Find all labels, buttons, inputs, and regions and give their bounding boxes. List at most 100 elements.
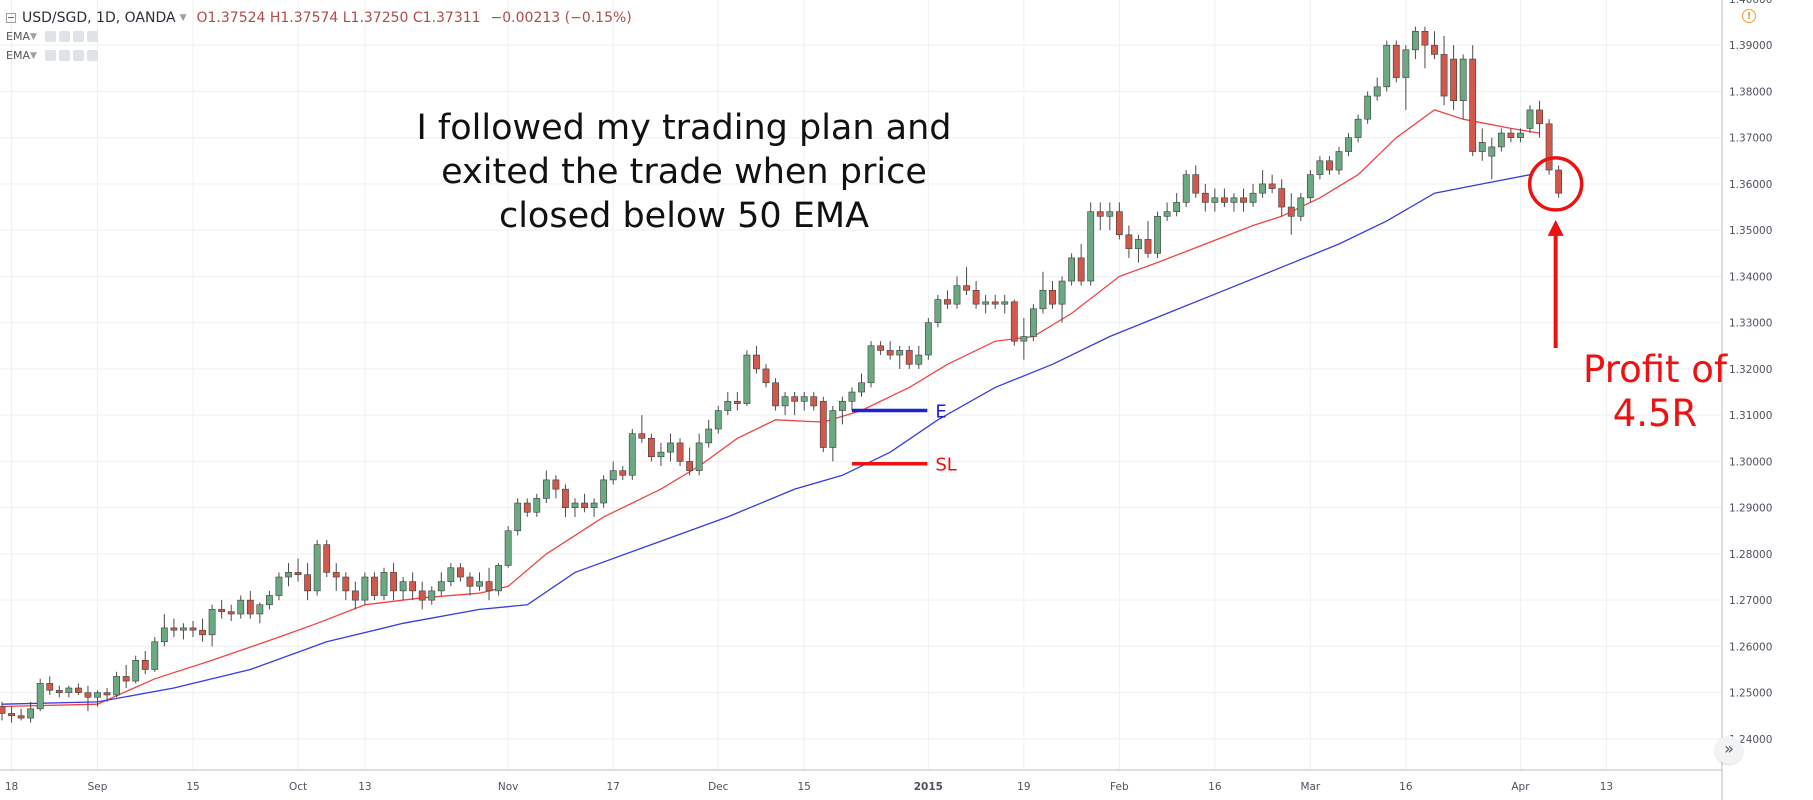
candle — [27, 701, 35, 723]
candle — [695, 433, 703, 476]
candle-body — [762, 368, 770, 384]
candle-body — [1517, 132, 1524, 138]
candle — [963, 267, 970, 295]
candle-body — [180, 627, 187, 631]
chevron-down-icon[interactable]: ▼ — [29, 50, 37, 61]
y-tick-label: 1.25000 — [1729, 688, 1772, 700]
candle — [1287, 193, 1295, 235]
candle — [1392, 40, 1400, 83]
candle-body — [581, 502, 588, 508]
candle — [1440, 35, 1448, 106]
close-icon[interactable] — [86, 31, 98, 42]
candle-body — [1020, 336, 1028, 342]
candle — [84, 685, 92, 712]
x-tick-label: Nov — [498, 781, 519, 793]
scroll-to-realtime-button[interactable]: » — [1715, 736, 1743, 764]
chevron-down-icon[interactable]: ▼ — [29, 31, 37, 42]
candle-body — [858, 382, 865, 393]
candle — [1545, 119, 1553, 175]
symbol-label[interactable]: USD/SGD, 1D, OANDA — [22, 9, 176, 26]
candle-body — [533, 498, 541, 513]
candle-body — [1173, 202, 1181, 212]
candle-body — [332, 572, 340, 578]
candle — [647, 433, 655, 462]
candle-body — [1163, 211, 1171, 217]
candle — [1230, 193, 1238, 212]
candle — [1211, 188, 1219, 212]
candle-body — [743, 354, 751, 404]
indicator-label[interactable]: EMA — [6, 30, 30, 43]
candle — [800, 392, 808, 411]
candle-body — [1058, 280, 1066, 305]
candle — [122, 664, 130, 689]
x-tick-label: Sep — [88, 781, 108, 793]
candle-body — [1392, 44, 1400, 78]
candle — [753, 345, 760, 374]
candle — [36, 678, 44, 712]
candle — [1297, 193, 1305, 221]
ohlc-values: O1.37524 H1.37574 L1.37250 C1.37311 — [196, 9, 481, 26]
x-tick-label: 13 — [1600, 781, 1613, 793]
candle — [619, 466, 627, 480]
candle — [1115, 202, 1123, 240]
candle — [1488, 137, 1496, 180]
candle — [199, 618, 206, 642]
candle-body — [1106, 211, 1114, 217]
plus-icon[interactable] — [72, 50, 84, 61]
gear-icon[interactable] — [58, 31, 70, 42]
candle — [581, 493, 588, 513]
candle-body — [1259, 183, 1266, 194]
trade-levels: E SL — [851, 402, 957, 476]
candle-body — [17, 715, 25, 719]
gear-icon[interactable] — [58, 50, 70, 61]
collapse-icon[interactable] — [6, 12, 16, 23]
candle-body — [953, 285, 961, 305]
candle — [724, 392, 732, 416]
chevron-down-icon[interactable]: ▼ — [179, 12, 187, 23]
candle — [323, 540, 331, 578]
candle-body — [724, 400, 732, 411]
eye-icon[interactable] — [44, 50, 56, 61]
indicator-row-1[interactable]: EMA ▼ — [6, 27, 632, 46]
candle-body — [1211, 197, 1219, 203]
candle-body — [1345, 137, 1352, 152]
x-tick-label: Apr — [1511, 781, 1530, 793]
candle-body — [1497, 132, 1505, 148]
close-icon[interactable] — [86, 50, 98, 61]
candle-body — [8, 713, 15, 717]
candle-body — [351, 590, 359, 601]
candle-body — [237, 599, 245, 615]
indicator-row-2[interactable]: EMA ▼ — [6, 46, 632, 65]
candle-body — [972, 289, 980, 305]
candle — [686, 447, 693, 476]
eye-icon[interactable] — [44, 31, 56, 42]
candle-body — [285, 572, 292, 578]
candle — [180, 623, 187, 640]
candle — [1030, 304, 1037, 342]
candle-body — [1354, 118, 1362, 138]
alert-icon[interactable]: ! — [1742, 9, 1756, 23]
candle — [523, 498, 531, 517]
plus-icon[interactable] — [72, 31, 84, 42]
candle-body — [848, 391, 856, 402]
candle — [944, 290, 951, 309]
indicator-label[interactable]: EMA — [6, 49, 30, 62]
candle-body — [667, 442, 674, 453]
candle — [313, 540, 321, 596]
candle — [342, 572, 350, 601]
candle-body — [371, 576, 378, 596]
candle-body — [1335, 151, 1343, 171]
candle — [428, 586, 436, 605]
y-tick-label: 1.31000 — [1729, 410, 1772, 422]
candle-body — [542, 479, 550, 499]
candle-body — [1039, 289, 1047, 310]
candle-body — [800, 396, 808, 402]
candle-body — [476, 581, 483, 587]
candle — [972, 281, 980, 309]
candle-body — [342, 576, 350, 592]
candle — [1326, 156, 1333, 175]
x-tick-label: Feb — [1110, 781, 1129, 793]
candle — [495, 563, 502, 596]
candle — [590, 498, 598, 517]
